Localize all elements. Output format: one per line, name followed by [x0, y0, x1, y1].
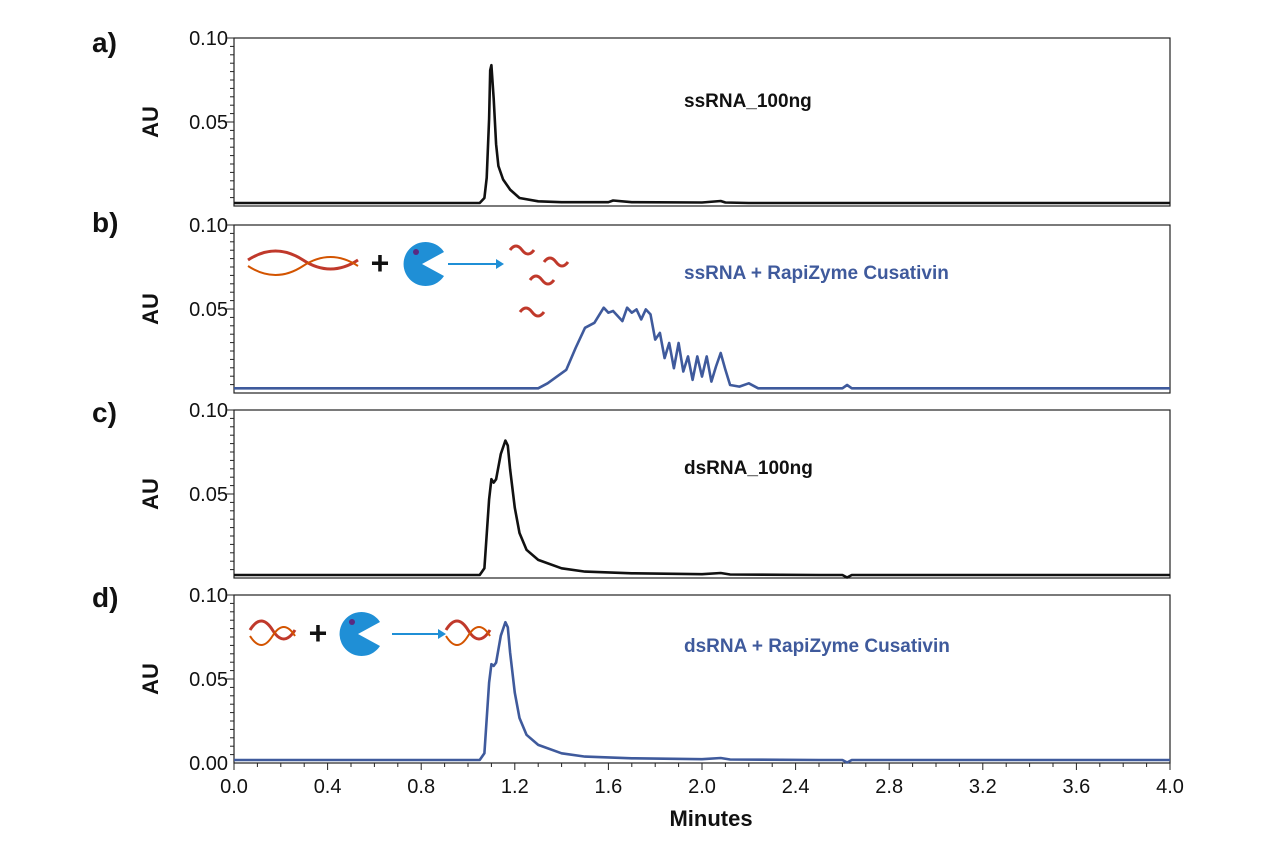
- trace-line: [234, 439, 1170, 579]
- digest-schematic: +: [247, 242, 570, 318]
- y-axis-label: AU: [138, 478, 163, 510]
- y-tick-label: 0.05: [189, 484, 228, 506]
- y-tick-label: 0.10: [189, 215, 228, 237]
- series-annotation: dsRNA + RapiZyme Cusativin: [684, 636, 950, 657]
- y-axis-label: AU: [138, 106, 163, 138]
- rna-strand-icon: [247, 256, 359, 276]
- enzyme-icon: [339, 612, 380, 657]
- y-axis-label: AU: [138, 293, 163, 325]
- dsrna-icon: [445, 626, 491, 646]
- dsrna-icon: [444, 619, 492, 641]
- y-axis-label: AU: [138, 663, 163, 695]
- rna-fragment-icon: [528, 274, 556, 286]
- rna-strand-icon: [248, 619, 297, 641]
- x-tick-label: 0.0: [220, 776, 248, 798]
- panel-letter: a): [92, 27, 117, 58]
- plot-frame: [233, 409, 1171, 579]
- y-tick-label: 0.10: [189, 585, 228, 607]
- rna-fragment-icon: [508, 244, 536, 256]
- series-annotation: ssRNA_100ng: [684, 91, 812, 112]
- panel-b: 0.10 0.05 AU b) ssRNA + RapiZyme Cusativin +: [92, 207, 1171, 394]
- enzyme-eye-icon: [413, 249, 419, 255]
- panel-letter: c): [92, 397, 117, 428]
- enzyme-eye-icon: [349, 619, 355, 625]
- trace-line: [234, 63, 1170, 205]
- x-tick-label: 4.0: [1156, 776, 1184, 798]
- arrow-head-icon: [496, 259, 504, 269]
- y-tick-label: 0.05: [189, 669, 228, 691]
- arrow-head-icon: [438, 629, 446, 639]
- digest-schematic: +: [248, 612, 492, 657]
- y-tick-label: 0.05: [189, 112, 228, 134]
- x-axis-label: Minutes: [669, 806, 752, 831]
- rna-strand-icon: [249, 626, 296, 646]
- x-tick-label: 2.4: [782, 776, 810, 798]
- x-tick-label: 1.2: [501, 776, 529, 798]
- y-tick-label: 0.00: [189, 753, 228, 775]
- y-tick-label: 0.10: [189, 400, 228, 422]
- x-tick-label: 2.8: [875, 776, 903, 798]
- series-annotation: ssRNA + RapiZyme Cusativin: [684, 263, 949, 284]
- x-tick-label: 1.6: [594, 776, 622, 798]
- x-tick-label: 0.8: [407, 776, 435, 798]
- panel-d: 0.10 0.05 0.00 AU d) dsRNA + RapiZyme Cusativ…: [92, 582, 1171, 775]
- y-tick-label: 0.05: [189, 299, 228, 321]
- x-tick-label: 3.2: [969, 776, 997, 798]
- rna-strand-icon: [247, 249, 359, 271]
- panel-letter: d): [92, 582, 118, 613]
- trace-line: [234, 306, 1170, 390]
- plus-icon: +: [309, 615, 328, 651]
- rna-fragment-icon: [518, 306, 546, 318]
- panels: 0.10 0.05 AU a) ssRNA_100ng 0.10 0.05 AU b) ssRNA…: [92, 27, 1171, 775]
- x-axis: 0.0 0.4 0.8 1.2 1.6 2.0 2.4 2.8 3.2 3.6 4.0: [220, 763, 1184, 798]
- panel-a: 0.10 0.05 AU a) ssRNA_100ng: [92, 27, 1171, 207]
- x-tick-label: 2.0: [688, 776, 716, 798]
- trace-line: [234, 620, 1170, 764]
- enzyme-icon: [403, 242, 444, 286]
- panel-c: 0.10 0.05 AU c) dsRNA_100ng: [92, 397, 1171, 579]
- panel-letter: b): [92, 207, 118, 238]
- plot-frame: [233, 37, 1171, 207]
- series-annotation: dsRNA_100ng: [684, 458, 813, 479]
- x-tick-label: 0.4: [314, 776, 342, 798]
- y-tick-label: 0.10: [189, 28, 228, 50]
- plus-icon: +: [371, 245, 390, 281]
- rna-fragment-icon: [542, 256, 570, 268]
- x-tick-label: 3.6: [1062, 776, 1090, 798]
